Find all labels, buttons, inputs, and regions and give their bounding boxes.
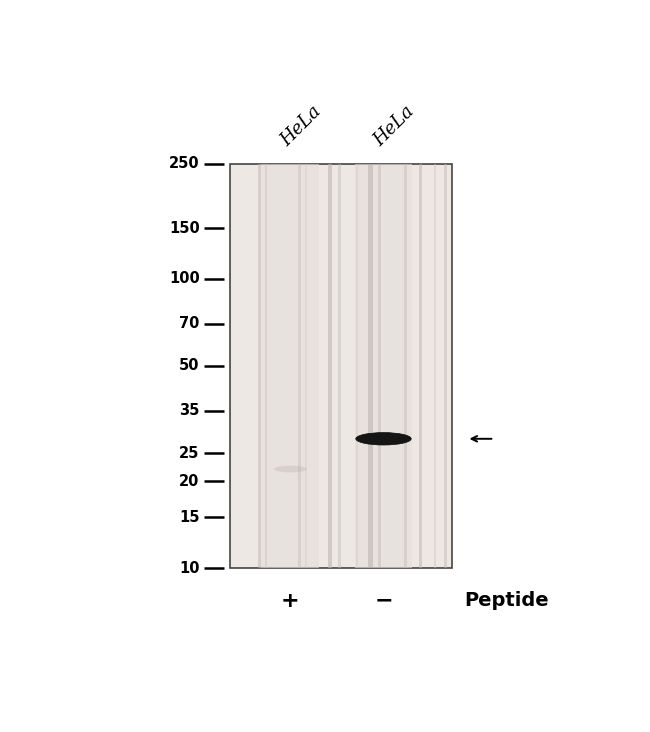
Bar bbox=[354, 164, 413, 568]
Ellipse shape bbox=[274, 466, 307, 472]
Bar bbox=[257, 164, 261, 568]
Text: 20: 20 bbox=[179, 474, 200, 488]
Text: Peptide: Peptide bbox=[464, 591, 549, 610]
Text: 25: 25 bbox=[179, 446, 200, 460]
Ellipse shape bbox=[356, 433, 411, 445]
Bar bbox=[328, 164, 332, 568]
Bar bbox=[265, 164, 267, 568]
Bar bbox=[261, 164, 319, 568]
Text: 70: 70 bbox=[179, 316, 200, 332]
Bar bbox=[444, 164, 447, 568]
Text: 150: 150 bbox=[169, 220, 200, 236]
Text: −: − bbox=[374, 591, 393, 610]
Bar bbox=[356, 164, 358, 568]
Text: 10: 10 bbox=[179, 561, 200, 575]
Text: +: + bbox=[281, 591, 300, 610]
Bar bbox=[404, 164, 407, 568]
Bar bbox=[378, 164, 381, 568]
Bar bbox=[419, 164, 422, 568]
Bar bbox=[306, 164, 307, 568]
Text: 35: 35 bbox=[179, 403, 200, 418]
Text: 250: 250 bbox=[169, 157, 200, 171]
Bar bbox=[298, 164, 301, 568]
Text: HeLa: HeLa bbox=[278, 102, 325, 150]
Text: 50: 50 bbox=[179, 359, 200, 373]
Bar bbox=[434, 164, 436, 568]
Text: 15: 15 bbox=[179, 509, 200, 525]
Text: HeLa: HeLa bbox=[370, 102, 418, 150]
Bar bbox=[338, 164, 341, 568]
Text: 100: 100 bbox=[169, 272, 200, 286]
Bar bbox=[369, 164, 373, 568]
Bar bbox=[230, 164, 452, 568]
